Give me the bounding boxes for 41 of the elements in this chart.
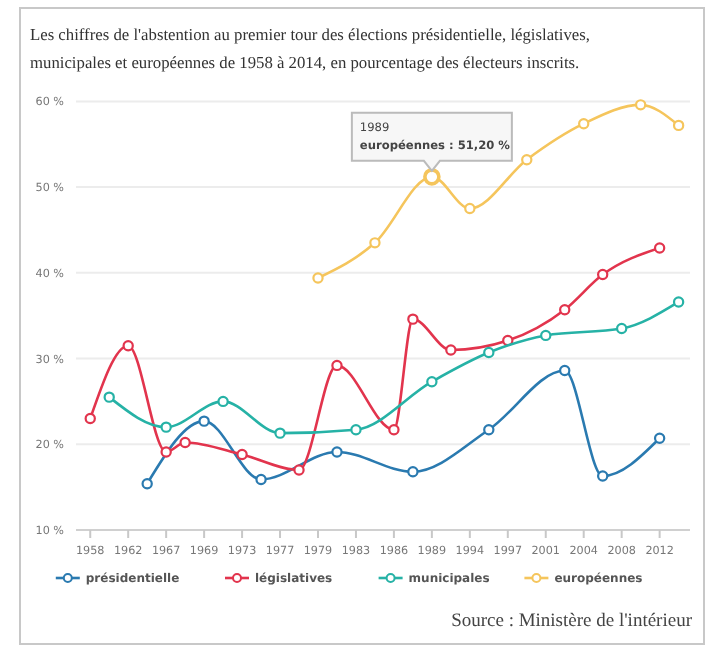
point	[236, 448, 248, 461]
point	[141, 478, 153, 490]
point	[160, 446, 172, 458]
point	[407, 466, 419, 478]
point	[369, 237, 381, 249]
point	[426, 376, 438, 388]
point	[331, 446, 343, 458]
point	[445, 344, 457, 356]
point	[578, 117, 590, 130]
point	[274, 427, 286, 439]
point	[464, 202, 476, 215]
point	[672, 119, 685, 132]
point	[407, 313, 419, 325]
point	[653, 242, 666, 254]
point	[596, 268, 609, 281]
point	[198, 415, 210, 427]
point	[483, 424, 495, 436]
point	[179, 436, 191, 449]
point	[350, 424, 362, 436]
point	[634, 99, 647, 111]
point	[559, 304, 571, 316]
point	[312, 272, 324, 284]
point	[331, 359, 343, 372]
point	[388, 424, 400, 436]
point	[122, 340, 134, 352]
point	[483, 346, 495, 359]
point	[540, 329, 552, 342]
point	[255, 473, 267, 486]
source-note: Source : Ministère de l'intérieur	[451, 612, 694, 632]
point	[217, 395, 229, 408]
point	[293, 464, 305, 476]
point	[615, 322, 628, 335]
point	[103, 391, 115, 403]
point	[160, 421, 172, 433]
point	[596, 470, 609, 482]
point	[84, 412, 96, 425]
point	[559, 364, 571, 377]
point	[653, 432, 666, 444]
point	[521, 153, 533, 166]
point	[672, 296, 685, 308]
chart-title: Les chiffres de l'abstention au premier tour des élections présidentielle, législatives, municipales et européennes de 1958 à 2014, en pourcentage des électeurs inscrits.	[30, 26, 590, 72]
